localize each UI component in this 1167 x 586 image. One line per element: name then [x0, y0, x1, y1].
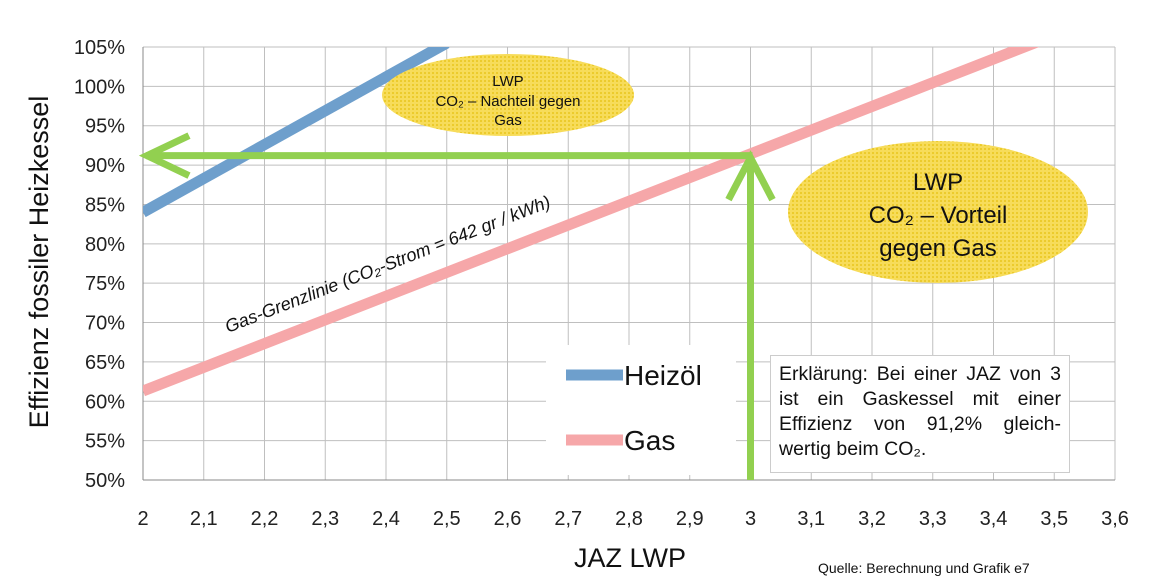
x-tick-label: 2,8: [615, 508, 643, 530]
x-axis-title: JAZ LWP: [574, 543, 686, 573]
x-tick-label: 3,5: [1040, 508, 1068, 530]
x-tick-label: 3,2: [858, 508, 886, 530]
x-tick-label: 2,2: [251, 508, 279, 530]
ellipse-small-line2: CO₂ – Nachteil gegen: [435, 93, 580, 110]
series-heizoel-line: [143, 47, 450, 218]
x-tick-label: 3,6: [1101, 508, 1129, 530]
x-tick-label: 2,4: [372, 508, 400, 530]
x-tick-label: 2: [137, 508, 148, 530]
ellipse-small-line3: Gas: [494, 112, 522, 129]
y-tick-label: 50%: [85, 470, 125, 492]
x-tick-label: 2,5: [433, 508, 461, 530]
source-note: Quelle: Berechnung und Grafik e7: [818, 560, 1030, 576]
legend-background: [546, 345, 736, 475]
y-tick-label: 55%: [85, 431, 125, 453]
x-tick-label: 2,7: [554, 508, 582, 530]
y-axis-title: Effizienz fossiler Heizkessel: [24, 96, 54, 429]
explanation-box: Erklärung: Bei einer JAZ von 3 ist ein G…: [770, 355, 1070, 473]
x-tick-label: 2,9: [676, 508, 704, 530]
x-tick-label: 2,6: [494, 508, 522, 530]
y-tick-labels: 50% 55% 60% 65% 70% 75% 80% 85% 90% 95% 100% 105%: [74, 37, 125, 492]
y-tick-label: 70%: [85, 313, 125, 335]
x-tick-label: 3: [745, 508, 756, 530]
y-tick-label: 90%: [85, 155, 125, 177]
y-tick-label: 75%: [85, 273, 125, 295]
y-tick-label: 105%: [74, 37, 125, 59]
x-tick-label: 2,1: [190, 508, 218, 530]
x-tick-label: 2,3: [311, 508, 339, 530]
explanation-text: Erklärung: Bei einer JAZ von 3 ist ein G…: [779, 363, 1061, 460]
arrow-head-left-icon: [138, 132, 191, 179]
ellipse-small-line1: LWP: [492, 73, 523, 90]
x-tick-labels: 2 2,1 2,2 2,3 2,4 2,5 2,6 2,7 2,8 2,9 3 3,1 3,2 3,3 3,…: [137, 508, 1128, 530]
legend-label-gas: Gas: [624, 425, 675, 456]
y-tick-label: 85%: [85, 194, 125, 216]
ellipse-disadvantage: LWP CO₂ – Nachteil gegen Gas: [382, 54, 634, 136]
ellipse-large-line2: CO₂ – Vorteil: [869, 202, 1008, 229]
series-gas-line: [143, 47, 1040, 397]
legend: Heizöl Gas: [546, 345, 736, 475]
green-arrows: [138, 132, 776, 480]
ellipse-large-line1: LWP: [913, 169, 963, 196]
ellipse-advantage: LWP CO₂ – Vorteil gegen Gas: [788, 141, 1088, 283]
x-tick-label: 3,4: [980, 508, 1008, 530]
gas-line-label: Gas-Grenzlinie (CO₂-Strom = 642 gr / kWh…: [222, 192, 553, 337]
y-tick-label: 100%: [74, 76, 125, 98]
x-tick-label: 3,1: [797, 508, 825, 530]
legend-label-heizoel: Heizöl: [624, 360, 702, 391]
x-tick-label: 3,3: [919, 508, 947, 530]
y-tick-label: 80%: [85, 234, 125, 256]
y-tick-label: 95%: [85, 116, 125, 138]
y-tick-label: 60%: [85, 391, 125, 413]
ellipse-large-line3: gegen Gas: [879, 235, 996, 262]
y-tick-label: 65%: [85, 352, 125, 374]
arrow-head-up-icon: [725, 150, 776, 202]
